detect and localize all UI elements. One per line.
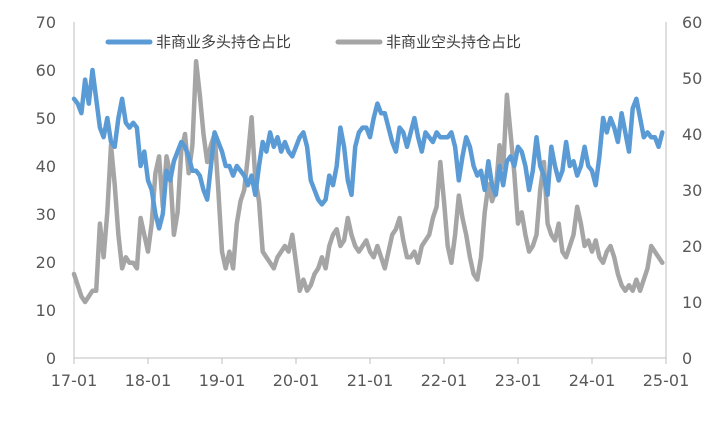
left-y-axis-ticks: 0 10 20 30 40 50 60 70 [36,13,56,368]
right-y-tick-label: 60 [682,13,702,32]
series-line-short-position [71,58,665,305]
left-y-tick-label: 30 [36,205,56,224]
x-tick-label: 17-01 [51,371,98,390]
right-y-tick-label: 0 [682,349,692,368]
right-y-tick-label: 30 [682,181,702,200]
x-tick-label: 25-01 [643,371,690,390]
right-y-tick-label: 40 [682,125,702,144]
series-layer [71,58,665,305]
legend-label-long: 非商业多头持仓占比 [156,33,291,51]
left-y-tick-label: 10 [36,301,56,320]
left-y-tick-label: 40 [36,157,56,176]
right-y-tick-label: 10 [682,293,702,312]
legend: 非商业多头持仓占比 非商业空头持仓占比 [105,33,521,51]
x-axis-ticks: 17-01 18-01 19-01 20-01 21-01 22-01 23-01 24-01… [51,358,690,390]
x-tick-label: 20-01 [273,371,320,390]
x-tick-label: 21-01 [347,371,394,390]
x-tick-label: 24-01 [569,371,616,390]
left-y-tick-label: 70 [36,13,56,32]
legend-label-short: 非商业空头持仓占比 [386,33,521,51]
x-tick-label: 22-01 [421,371,468,390]
left-y-tick-label: 0 [46,349,56,368]
right-y-axis-ticks: 0 10 20 30 40 50 60 [682,13,702,368]
x-tick-label: 19-01 [199,371,246,390]
series-line-long-position [71,67,665,231]
right-y-tick-label: 20 [682,237,702,256]
left-y-tick-label: 50 [36,109,56,128]
right-y-tick-label: 50 [682,69,702,88]
x-tick-label: 23-01 [495,371,542,390]
x-tick-label: 18-01 [125,371,172,390]
left-y-tick-label: 20 [36,253,56,272]
left-y-tick-label: 60 [36,61,56,80]
